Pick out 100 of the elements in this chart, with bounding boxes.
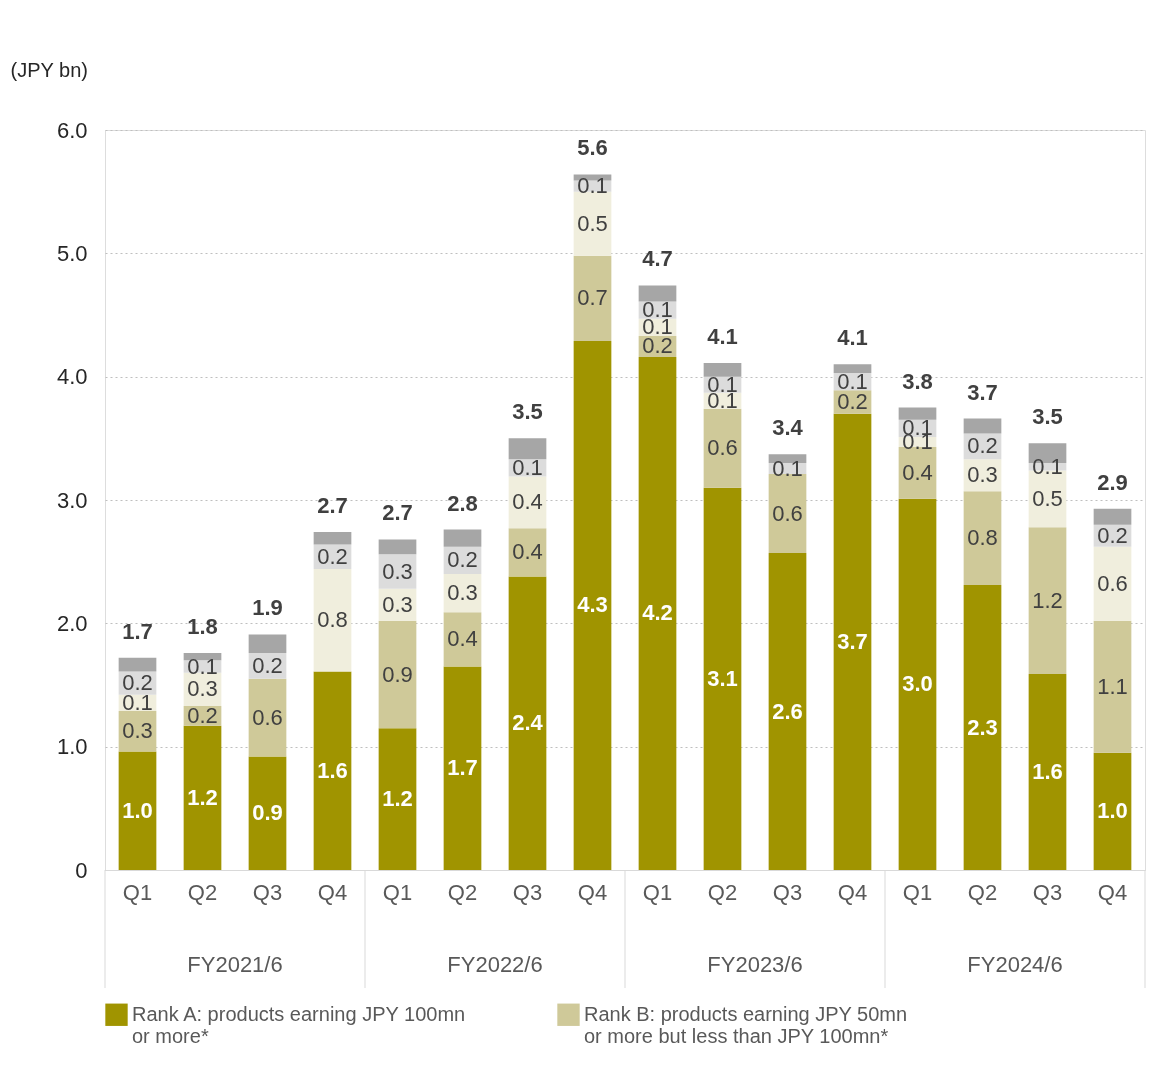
bar [443,612,482,667]
bar [118,751,157,870]
bar [768,553,807,870]
data-label: 0.1 [187,653,218,679]
data-label: 0.2 [967,433,998,459]
data-label: 2.3 [967,714,998,740]
bar [248,678,287,757]
bar [768,454,807,463]
bar [1028,673,1067,870]
bar [248,756,287,870]
total-label: 4.1 [837,325,868,351]
bar [1093,508,1132,525]
x-tick-label: Q1 [382,879,413,905]
bar [1093,752,1132,870]
data-label: 0.1 [772,455,803,481]
data-label: 1.6 [317,757,348,783]
data-label: 0.2 [317,543,348,569]
legend-label: Rank A: products earning JPY 100mn or more* [132,1002,466,1047]
bar [313,532,352,545]
bar [183,725,222,870]
data-label: 2.6 [772,698,803,724]
x-tick-label: Q1 [122,879,153,905]
bar [1093,546,1132,621]
data-label: 0.1 [512,454,543,480]
data-label: 0.8 [317,607,348,633]
x-tick-label: Q1 [902,879,933,905]
bar [118,657,157,672]
bar [963,491,1002,586]
y-tick-label: 6.0 [56,117,88,143]
bar [313,671,352,870]
total-label: 3.7 [967,379,998,405]
y-tick-label: 5.0 [56,240,88,266]
bar [248,634,287,653]
data-label: 0.6 [252,704,283,730]
data-label: 4.3 [577,592,608,618]
text: FY2024/6 [967,952,1063,977]
data-label: 0.8 [967,525,998,551]
bar [1028,527,1067,674]
bar [963,418,1002,434]
bar [573,340,612,870]
data-label: 0.6 [772,500,803,526]
data-label: 0.4 [902,459,933,485]
bar [833,364,872,373]
x-tick-label: Q2 [967,879,998,905]
data-label: 0.4 [512,489,543,515]
bar [378,728,417,870]
bar [508,576,547,870]
bar [1093,620,1132,753]
bar [443,529,482,547]
y-tick-label: 3.0 [56,487,88,513]
bar [378,620,417,729]
data-label: 0.1 [1032,453,1063,479]
bar [508,438,547,460]
data-label: 4.2 [642,600,673,626]
total-label: 3.4 [772,415,804,441]
bar [378,539,417,555]
data-label: 0.5 [1032,485,1063,511]
bar [898,407,937,420]
total-label: 3.8 [902,368,933,394]
x-tick-label: Q4 [577,879,608,905]
data-label: 0.7 [577,285,608,311]
bar [898,498,937,870]
data-label: 1.2 [382,786,413,812]
y-tick-label: 1.0 [56,734,88,760]
data-label: 1.7 [447,755,478,781]
total-label: 5.6 [577,135,608,161]
total-label: 1.7 [122,618,153,644]
data-label: 3.7 [837,628,868,654]
bar [313,569,352,672]
total-label: 4.7 [642,246,673,272]
bar [963,585,1002,870]
x-tick-label: Q4 [837,879,868,905]
data-label: 0.4 [512,539,543,565]
total-label: 4.1 [707,324,738,350]
x-tick-label: Q3 [252,879,283,905]
bar [638,285,677,302]
bar [443,666,482,870]
total-label: 3.5 [1032,404,1063,430]
data-label: 1.6 [1032,758,1063,784]
data-label: 0.2 [1097,522,1128,548]
data-label: 1.0 [1097,798,1128,824]
data-label: 0.3 [382,591,413,617]
data-label: 0.3 [967,462,998,488]
text: FY2021/6 [187,952,283,977]
data-label: 1.2 [187,784,218,810]
x-tick-label: Q2 [447,879,478,905]
data-label: 3.0 [902,671,933,697]
bar [638,356,677,870]
bar [703,363,742,377]
bar [703,487,742,870]
data-label: 0.3 [187,676,218,702]
data-label: 0.1 [577,173,608,199]
text: FY2022/6 [447,952,543,977]
total-label: 1.8 [187,613,218,639]
data-label: 0.4 [447,626,478,652]
total-label: 2.7 [317,493,348,519]
y-tick-label: 4.0 [56,364,88,390]
data-label: 0.9 [382,661,413,687]
total-label: 2.7 [382,500,413,526]
data-label: 0.2 [187,702,218,728]
